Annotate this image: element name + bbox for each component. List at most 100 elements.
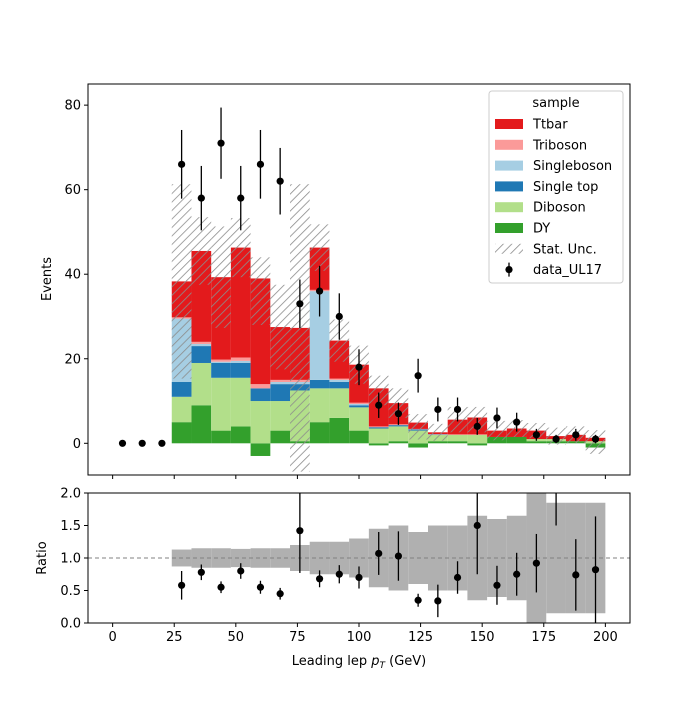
data-point bbox=[572, 431, 579, 438]
legend-title: sample bbox=[532, 96, 579, 111]
bar-singleboson bbox=[270, 382, 290, 384]
bar-dy bbox=[270, 431, 290, 444]
bar-diboson bbox=[467, 435, 487, 443]
ratio-y-tick-label: 1.5 bbox=[60, 519, 81, 534]
bar-triboson bbox=[251, 384, 271, 388]
bar-singleboson bbox=[329, 380, 349, 382]
data-point bbox=[158, 440, 165, 447]
bar-diboson bbox=[310, 388, 330, 422]
data-point bbox=[198, 195, 205, 202]
bar-dy bbox=[349, 431, 369, 444]
legend-label: Stat. Unc. bbox=[533, 242, 597, 257]
bar-singleboson bbox=[211, 362, 231, 363]
legend-swatch bbox=[495, 161, 523, 171]
stat-unc-bin bbox=[310, 224, 330, 270]
x-axis-label-unit: (GeV) bbox=[385, 654, 426, 669]
bar-single-top bbox=[231, 363, 251, 378]
legend-swatch bbox=[495, 244, 523, 254]
ratio-point bbox=[493, 582, 500, 589]
bar-triboson bbox=[211, 360, 231, 362]
data-point bbox=[493, 414, 500, 421]
data-point bbox=[415, 372, 422, 379]
bar-dy bbox=[329, 418, 349, 443]
legend-label: data_UL17 bbox=[533, 263, 602, 278]
legend-label: Singleboson bbox=[533, 159, 612, 174]
bar-dy bbox=[172, 422, 192, 443]
ratio-point bbox=[395, 552, 402, 559]
bar-diboson bbox=[211, 378, 231, 431]
data-point bbox=[395, 410, 402, 417]
legend-swatch bbox=[495, 140, 523, 150]
bar-single-top bbox=[270, 384, 290, 401]
data-point bbox=[355, 364, 362, 371]
bar-triboson bbox=[349, 403, 369, 404]
ratio-point bbox=[296, 527, 303, 534]
ratio-y-tick-label: 2.0 bbox=[60, 487, 81, 502]
x-tick-label: 150 bbox=[470, 630, 495, 645]
bar-dy bbox=[310, 422, 330, 443]
bar-dy bbox=[389, 441, 409, 443]
x-tick-label: 125 bbox=[408, 630, 433, 645]
legend-marker bbox=[505, 266, 512, 273]
y-axis-label-events: Events bbox=[40, 257, 55, 301]
x-axis-label-math: p bbox=[370, 654, 379, 669]
x-tick-label: 75 bbox=[289, 630, 306, 645]
data-point bbox=[277, 178, 284, 185]
legend-label: Ttbar bbox=[532, 118, 568, 133]
bar-diboson bbox=[270, 401, 290, 431]
y-tick-label: 60 bbox=[64, 183, 81, 198]
ratio-point bbox=[434, 597, 441, 604]
bar-single-top bbox=[211, 363, 231, 378]
legend-label: Single top bbox=[533, 180, 598, 195]
ratio-point bbox=[237, 567, 244, 574]
bar-dy bbox=[191, 405, 211, 443]
bar-singleboson bbox=[349, 404, 369, 405]
bar-single-top bbox=[310, 380, 330, 388]
y-tick-label: 20 bbox=[64, 352, 81, 367]
ratio-point bbox=[513, 571, 520, 578]
bar-diboson bbox=[191, 363, 211, 405]
bar-singleboson bbox=[231, 361, 251, 363]
bar-dy bbox=[251, 443, 271, 456]
ratio-point bbox=[375, 550, 382, 557]
ratio-point bbox=[355, 574, 362, 581]
ratio-point bbox=[415, 597, 422, 604]
data-point bbox=[336, 313, 343, 320]
bar-single-top bbox=[389, 425, 409, 426]
ratio-point bbox=[217, 584, 224, 591]
bar-dy bbox=[211, 431, 231, 444]
bar-single-top bbox=[172, 382, 192, 397]
ratio-y-tick-label: 0.0 bbox=[60, 617, 81, 632]
data-point bbox=[552, 435, 559, 442]
y-tick-label: 0 bbox=[73, 437, 81, 452]
x-tick-label: 200 bbox=[593, 630, 618, 645]
data-point bbox=[119, 440, 126, 447]
ratio-point bbox=[552, 457, 559, 464]
ratio-point bbox=[474, 522, 481, 529]
bar-dy bbox=[527, 441, 547, 443]
x-tick-label: 50 bbox=[228, 630, 245, 645]
bar-diboson bbox=[329, 388, 349, 418]
ratio-point bbox=[592, 566, 599, 573]
legend-swatch bbox=[495, 223, 523, 233]
data-point bbox=[533, 431, 540, 438]
ratio-point bbox=[198, 569, 205, 576]
ratio-point bbox=[336, 571, 343, 578]
data-point bbox=[237, 195, 244, 202]
bar-dy bbox=[428, 441, 448, 443]
bar-diboson bbox=[251, 401, 271, 443]
data-point bbox=[316, 288, 323, 295]
x-axis-label: Leading lep pT (GeV) bbox=[292, 654, 426, 671]
legend-label: Triboson bbox=[532, 138, 587, 153]
x-axis-label-text: Leading lep bbox=[292, 654, 371, 669]
legend-label: DY bbox=[533, 222, 550, 237]
bar-dy bbox=[408, 443, 428, 447]
bar-triboson bbox=[369, 426, 389, 427]
bar-single-top bbox=[369, 427, 389, 428]
ratio-band-bin bbox=[251, 548, 271, 568]
x-tick-label: 25 bbox=[166, 630, 183, 645]
bar-single-top bbox=[191, 346, 211, 363]
data-point bbox=[474, 423, 481, 430]
legend-swatch bbox=[495, 119, 523, 129]
